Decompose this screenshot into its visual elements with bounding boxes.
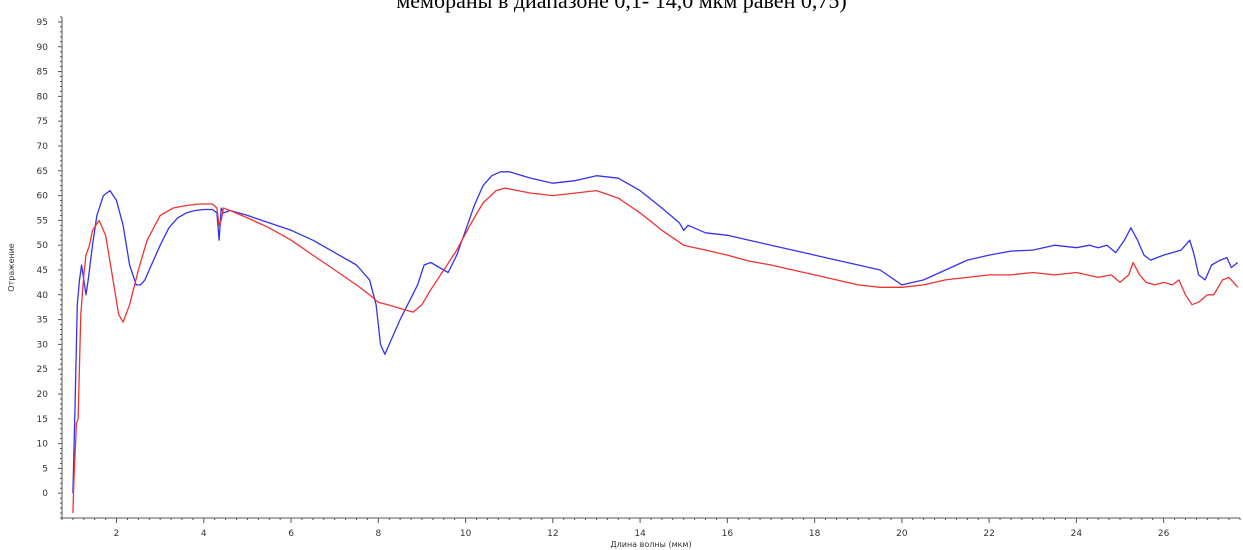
- y-tick-label: 0: [42, 489, 48, 499]
- x-tick-label: 8: [375, 529, 381, 539]
- y-tick-label: 35: [37, 316, 48, 326]
- y-tick-label: 30: [37, 340, 49, 350]
- y-tick-label: 55: [37, 216, 48, 226]
- y-tick-label: 40: [37, 291, 49, 301]
- y-tick-label: 70: [37, 142, 49, 152]
- x-tick-label: 6: [288, 529, 294, 539]
- x-tick-label: 4: [201, 529, 207, 539]
- x-tick-label: 14: [634, 529, 646, 539]
- x-tick-label: 26: [1158, 529, 1170, 539]
- x-tick-label: 20: [896, 529, 908, 539]
- series-line-2: [72, 187, 1239, 514]
- series-line-1: [72, 171, 1239, 494]
- x-tick-label: 18: [809, 529, 821, 539]
- y-tick-label: 45: [37, 266, 48, 276]
- figure-caption: мембраны в диапазоне 0,1- 14,0 мкм равен…: [396, 0, 847, 13]
- y-tick-label: 75: [37, 117, 48, 127]
- y-tick-label: 80: [37, 92, 49, 102]
- x-tick-label: 22: [983, 529, 994, 539]
- y-tick-label: 5: [42, 464, 48, 474]
- y-tick-label: 60: [37, 192, 49, 202]
- x-tick-label: 24: [1071, 529, 1083, 539]
- y-tick-label: 50: [37, 241, 49, 251]
- y-tick-label: 65: [37, 167, 48, 177]
- y-tick-label: 90: [37, 43, 49, 53]
- series-group: [72, 171, 1239, 514]
- x-tick-label: 2: [114, 529, 120, 539]
- y-tick-label: 15: [37, 415, 48, 425]
- x-tick-label: 12: [547, 529, 558, 539]
- y-tick-label: 85: [37, 68, 48, 78]
- y-tick-label: 10: [37, 440, 49, 450]
- y-tick-label: 25: [37, 365, 48, 375]
- x-tick-label: 16: [722, 529, 734, 539]
- x-tick-label: 10: [460, 529, 472, 539]
- y-axis-title: Отражение: [7, 243, 16, 291]
- y-tick-label: 20: [37, 390, 49, 400]
- x-axis-title: Длина волны (мкм): [610, 540, 691, 549]
- y-tick-label: 95: [37, 18, 48, 28]
